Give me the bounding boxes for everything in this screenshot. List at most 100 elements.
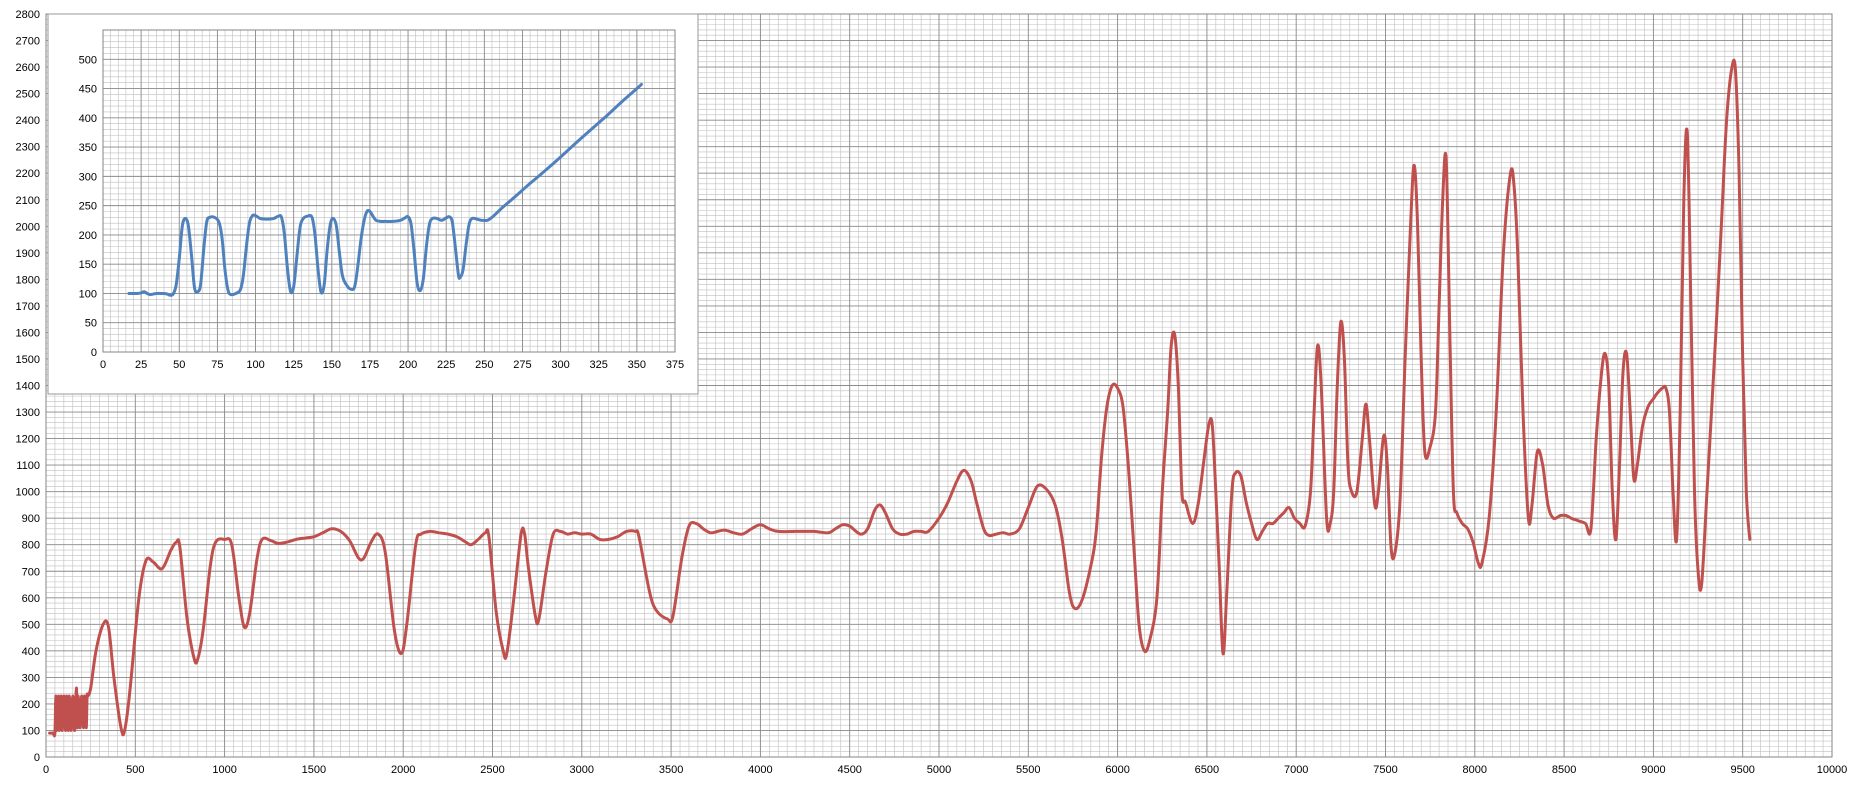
data-point: [1410, 225, 1411, 227]
data-point: [363, 557, 365, 559]
data-point: [465, 245, 467, 246]
data-point: [277, 543, 279, 544]
data-point: [459, 277, 461, 278]
data-point: [1310, 491, 1311, 492]
data-point: [231, 544, 233, 546]
data-point: [186, 618, 188, 620]
y-tick-label: 2700: [16, 36, 40, 48]
data-point: [1317, 345, 1318, 347]
data-point: [1735, 72, 1736, 73]
y-tick-label: 1100: [16, 460, 40, 472]
data-point: [416, 283, 418, 284]
data-point: [76, 687, 77, 689]
data-point: [404, 217, 406, 219]
data-point: [1256, 539, 1258, 540]
data-point: [1488, 517, 1490, 519]
inset-plot: 0 25 50 75 100 125 150 175 200 225 250 275 300 325 350…: [79, 29, 684, 371]
y-tick-label: 200: [79, 230, 97, 242]
data-point: [906, 533, 908, 535]
data-point: [1095, 531, 1097, 532]
data-point: [835, 528, 836, 530]
x-tick-label: 275: [513, 359, 531, 371]
data-point: [1595, 438, 1597, 439]
data-point: [264, 218, 266, 220]
data-point: [476, 218, 478, 220]
data-point: [1019, 528, 1020, 530]
data-point: [314, 234, 316, 236]
data-point: [358, 557, 359, 559]
y-tick-label: 1300: [16, 407, 40, 419]
x-tick-label: 1000: [212, 764, 236, 776]
data-point: [85, 727, 87, 729]
data-point: [420, 533, 422, 535]
y-tick-label: 1500: [16, 354, 40, 366]
data-point: [422, 278, 424, 280]
data-point: [152, 561, 154, 563]
data-point: [1565, 515, 1567, 516]
data-point: [113, 677, 115, 678]
data-point: [514, 196, 516, 198]
data-point: [938, 517, 940, 519]
data-point: [70, 730, 72, 731]
data-point: [339, 252, 340, 253]
data-point: [200, 284, 202, 286]
data-point: [487, 219, 488, 221]
y-tick-label: 400: [22, 646, 40, 658]
data-point: [49, 732, 50, 734]
data-point: [1726, 119, 1727, 121]
x-tick-label: 2500: [480, 764, 504, 776]
data-point: [246, 246, 247, 248]
data-point: [313, 536, 315, 538]
data-point: [1299, 523, 1301, 524]
data-point: [879, 504, 881, 506]
series-points: [49, 66, 1751, 734]
data-point: [1694, 491, 1695, 492]
data-point: [138, 597, 140, 599]
data-point: [535, 616, 536, 617]
data-point: [166, 293, 168, 295]
data-point: [447, 533, 449, 535]
data-point: [920, 531, 922, 532]
data-point: [448, 216, 450, 218]
data-point: [899, 533, 901, 535]
data-point: [1461, 523, 1463, 524]
data-point: [777, 531, 779, 532]
data-point: [1629, 411, 1631, 413]
data-point: [1715, 332, 1717, 333]
data-point: [455, 247, 456, 249]
data-point: [1536, 451, 1538, 453]
data-point: [1235, 472, 1236, 474]
y-tick-label: 800: [22, 540, 40, 552]
data-point: [188, 225, 189, 227]
data-point: [331, 528, 333, 530]
data-point: [617, 536, 618, 538]
data-point: [1749, 539, 1751, 540]
data-point: [1547, 504, 1549, 506]
data-point: [215, 541, 217, 543]
data-point: [128, 293, 130, 294]
data-point: [1027, 507, 1029, 508]
data-point: [377, 533, 379, 535]
y-tick-label: 700: [22, 566, 40, 578]
data-point: [286, 541, 288, 543]
y-tick-label: 100: [79, 288, 97, 300]
data-point: [1215, 491, 1217, 492]
data-point: [1495, 411, 1497, 413]
data-point: [1340, 321, 1342, 323]
data-point: [1386, 464, 1388, 466]
data-point: [1661, 387, 1663, 389]
x-tick-label: 7000: [1284, 764, 1308, 776]
data-point: [1676, 539, 1677, 540]
data-point: [471, 218, 473, 219]
data-point: [175, 284, 177, 286]
data-point: [1161, 491, 1163, 492]
data-point: [1611, 491, 1613, 492]
data-point: [710, 532, 711, 534]
x-tick-label: 3500: [659, 764, 683, 776]
data-point: [340, 531, 342, 532]
data-point: [795, 531, 797, 532]
data-point: [169, 294, 171, 296]
data-point: [1347, 464, 1349, 466]
data-point: [65, 730, 66, 731]
